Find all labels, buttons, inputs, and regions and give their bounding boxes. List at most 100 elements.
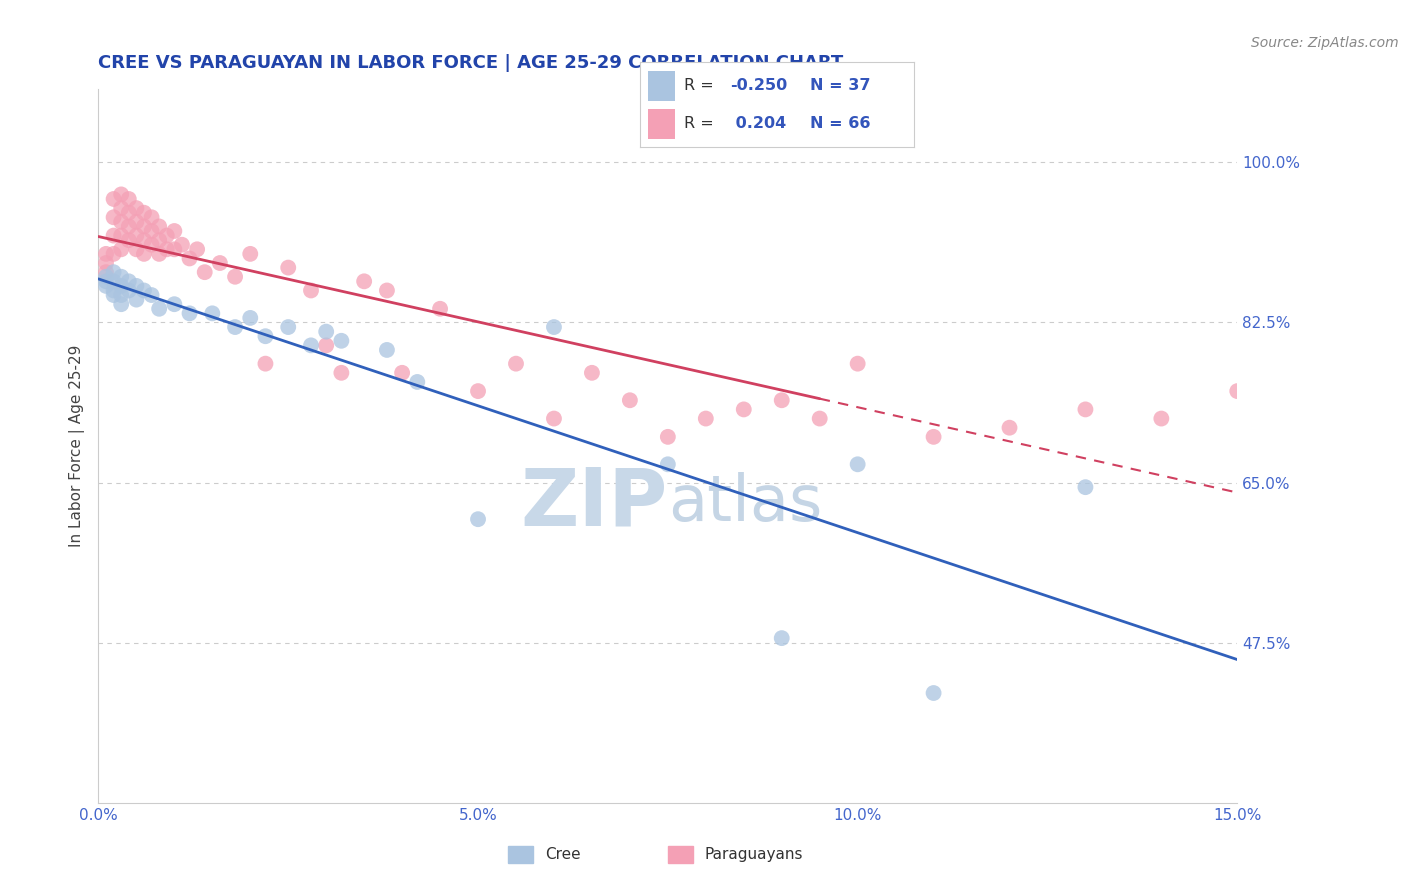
Point bbox=[125, 242, 148, 256]
Text: N = 37: N = 37 bbox=[810, 78, 870, 94]
Point bbox=[581, 366, 603, 380]
Text: Paraguayans: Paraguayans bbox=[704, 847, 803, 862]
Point bbox=[94, 269, 117, 284]
Point bbox=[657, 458, 679, 472]
Point bbox=[808, 411, 831, 425]
Point bbox=[110, 297, 132, 311]
Point bbox=[375, 284, 398, 298]
Point bbox=[132, 247, 155, 261]
Point bbox=[163, 224, 186, 238]
Text: R =: R = bbox=[683, 78, 713, 94]
Bar bbox=[648, 109, 675, 139]
Bar bbox=[668, 846, 693, 863]
Point bbox=[467, 384, 489, 398]
Point bbox=[132, 233, 155, 247]
Point bbox=[94, 265, 117, 279]
Point bbox=[148, 219, 170, 234]
Point bbox=[239, 310, 262, 325]
Point bbox=[254, 329, 277, 343]
Point bbox=[299, 338, 322, 352]
Text: R =: R = bbox=[683, 116, 713, 131]
Point bbox=[148, 233, 170, 247]
Bar bbox=[509, 846, 533, 863]
Point bbox=[125, 215, 148, 229]
Point bbox=[125, 293, 148, 307]
Point bbox=[695, 411, 717, 425]
Point bbox=[299, 284, 322, 298]
Point bbox=[657, 430, 679, 444]
Point bbox=[103, 265, 125, 279]
Point bbox=[103, 228, 125, 243]
Point bbox=[179, 306, 201, 320]
Point bbox=[141, 237, 163, 252]
Point bbox=[1150, 411, 1173, 425]
Point bbox=[186, 242, 208, 256]
Point bbox=[94, 274, 117, 288]
Point bbox=[391, 366, 413, 380]
Point bbox=[733, 402, 755, 417]
Point bbox=[156, 228, 179, 243]
Point bbox=[277, 260, 299, 275]
Point bbox=[224, 320, 246, 334]
Point bbox=[922, 686, 945, 700]
Point bbox=[277, 320, 299, 334]
Point bbox=[254, 357, 277, 371]
Point bbox=[543, 411, 565, 425]
Point bbox=[103, 192, 125, 206]
Point bbox=[770, 393, 793, 408]
Point bbox=[103, 284, 125, 298]
Point bbox=[141, 211, 163, 225]
Point bbox=[103, 274, 125, 288]
Point bbox=[922, 430, 945, 444]
Point bbox=[208, 256, 231, 270]
Point bbox=[163, 242, 186, 256]
Text: CREE VS PARAGUAYAN IN LABOR FORCE | AGE 25-29 CORRELATION CHART: CREE VS PARAGUAYAN IN LABOR FORCE | AGE … bbox=[98, 54, 844, 72]
Point bbox=[315, 325, 337, 339]
Point bbox=[141, 288, 163, 302]
Point bbox=[94, 247, 117, 261]
Point bbox=[353, 274, 375, 288]
Point bbox=[118, 233, 141, 247]
Point bbox=[201, 306, 224, 320]
Y-axis label: In Labor Force | Age 25-29: In Labor Force | Age 25-29 bbox=[69, 345, 84, 547]
Point bbox=[110, 215, 132, 229]
Bar bbox=[648, 71, 675, 101]
Point bbox=[467, 512, 489, 526]
Point bbox=[194, 265, 217, 279]
Point bbox=[94, 279, 117, 293]
Point bbox=[156, 242, 179, 256]
Point bbox=[118, 274, 141, 288]
Point bbox=[118, 284, 141, 298]
Point bbox=[163, 297, 186, 311]
Point bbox=[846, 458, 869, 472]
Point bbox=[125, 279, 148, 293]
Point bbox=[110, 228, 132, 243]
Point bbox=[619, 393, 641, 408]
Text: 0.204: 0.204 bbox=[730, 116, 786, 131]
Point bbox=[770, 631, 793, 645]
Point bbox=[224, 269, 246, 284]
Text: Cree: Cree bbox=[546, 847, 581, 862]
Point bbox=[118, 192, 141, 206]
Point bbox=[315, 338, 337, 352]
Point bbox=[330, 334, 353, 348]
Text: ZIP: ZIP bbox=[520, 464, 668, 542]
Point bbox=[125, 228, 148, 243]
Point bbox=[429, 301, 451, 316]
Point bbox=[110, 242, 132, 256]
Point bbox=[141, 224, 163, 238]
Point bbox=[998, 420, 1021, 434]
Point bbox=[1074, 402, 1097, 417]
Text: Source: ZipAtlas.com: Source: ZipAtlas.com bbox=[1251, 36, 1399, 50]
Point bbox=[110, 279, 132, 293]
Point bbox=[103, 288, 125, 302]
Point bbox=[148, 247, 170, 261]
Point bbox=[125, 201, 148, 215]
Point bbox=[1226, 384, 1249, 398]
Point bbox=[330, 366, 353, 380]
Point bbox=[94, 256, 117, 270]
Point bbox=[132, 205, 155, 219]
Point bbox=[1074, 480, 1097, 494]
Point bbox=[110, 269, 132, 284]
Point bbox=[110, 201, 132, 215]
